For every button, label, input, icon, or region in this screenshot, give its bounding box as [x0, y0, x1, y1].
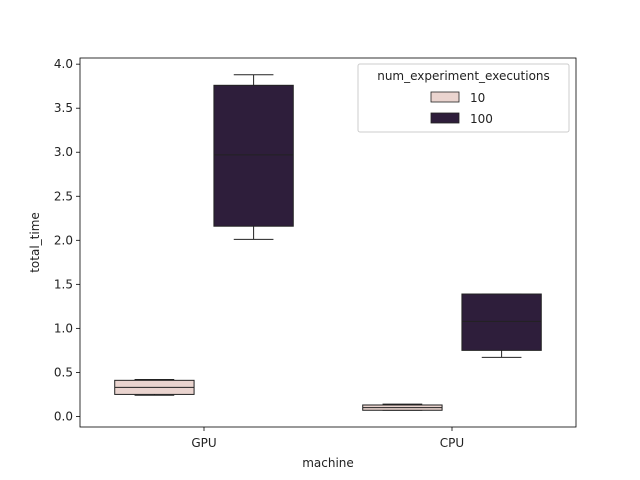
y-tick-label: 3.5 [54, 101, 73, 115]
plot-area [114, 74, 542, 411]
x-tick-label-gpu: GPU [191, 436, 216, 450]
box-gpu-10 [114, 378, 195, 396]
legend-swatch-10 [430, 91, 460, 103]
box-cpu-100-iqr [461, 293, 542, 351]
axes: 0.0 0.5 1.0 1.5 2.0 2.5 3.0 3.5 4.0 GPU CPU [54, 57, 464, 450]
box-cpu-10 [362, 403, 443, 411]
box-gpu-100-iqr [213, 84, 294, 227]
legend-swatch-100 [430, 112, 460, 124]
box-gpu-100 [213, 74, 294, 240]
y-tick-label: 1.5 [54, 277, 73, 291]
x-tick-label-cpu: CPU [440, 436, 464, 450]
legend-label-100: 100 [470, 112, 493, 126]
y-tick-label: 4.0 [54, 57, 73, 71]
legend-box [357, 63, 570, 133]
y-tick-label: 0.0 [54, 409, 73, 423]
legend-title: num_experiment_executions [377, 69, 550, 83]
x-axis-label: machine [302, 456, 354, 470]
legend: num_experiment_executions 10 100 [357, 63, 570, 133]
y-tick-label: 2.5 [54, 189, 73, 203]
y-tick-label: 0.5 [54, 365, 73, 379]
y-tick-label: 1.0 [54, 321, 73, 335]
y-tick-label: 2.0 [54, 233, 73, 247]
box-cpu-100 [461, 293, 542, 358]
plot-frame [79, 57, 577, 428]
legend-label-10: 10 [470, 91, 485, 105]
y-axis-label: total_time [28, 212, 42, 273]
y-tick-label: 3.0 [54, 145, 73, 159]
